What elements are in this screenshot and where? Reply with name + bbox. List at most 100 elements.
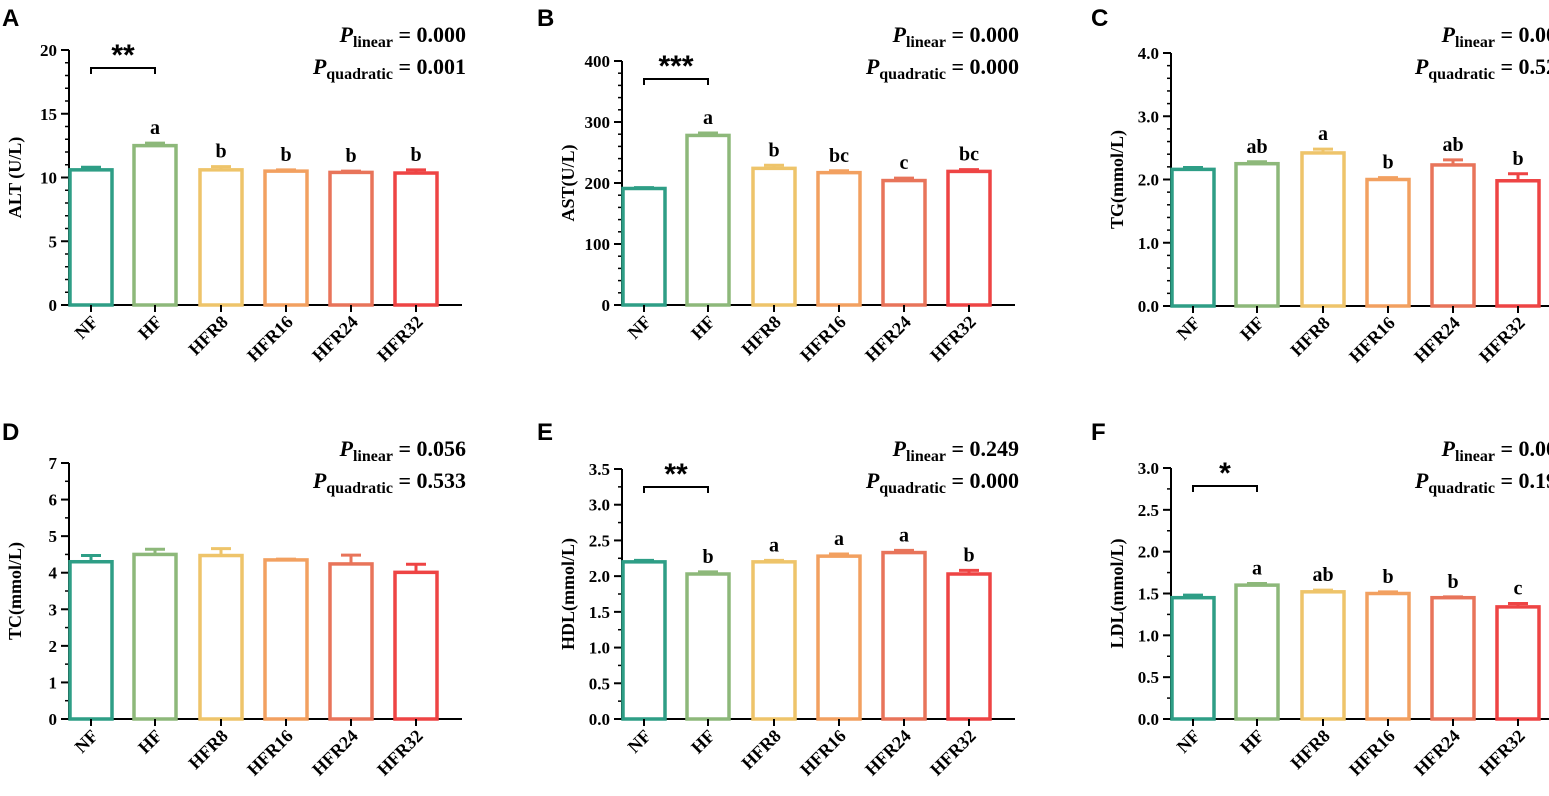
- y-tick-label: 400: [585, 52, 611, 71]
- x-tick-label: HFR16: [243, 726, 297, 780]
- x-tick-label: HFR32: [926, 312, 980, 366]
- p-equals: =: [393, 468, 417, 493]
- p-quadratic-annotation: Pquadratic = 0.192: [1414, 468, 1549, 497]
- y-tick-label: 100: [585, 235, 611, 254]
- y-tick-label: 0: [49, 710, 58, 729]
- group-letter: b: [963, 544, 974, 566]
- y-tick-label: 0.0: [1138, 297, 1159, 316]
- bar-nf: [1170, 167, 1216, 308]
- bar-hf: [132, 552, 178, 721]
- p-equals: =: [393, 22, 417, 47]
- p-subscript: linear: [1455, 34, 1495, 51]
- group-letter: bc: [829, 145, 849, 167]
- x-tick-label: HFR24: [861, 726, 915, 780]
- x-tick-label: HFR24: [308, 312, 362, 366]
- panel-a: A 0 5 10 15 20 ALT (U/L) NF HF a HFR8 b HFR16 b HFR24 b…: [2, 5, 466, 365]
- y-tick-label: 1.0: [1138, 626, 1159, 645]
- bar-nf: [621, 186, 667, 307]
- panel-label: A: [2, 5, 19, 32]
- y-tick-label: 0.0: [1138, 710, 1159, 729]
- y-tick-label: 3.0: [589, 496, 610, 515]
- group-letter: a: [150, 117, 160, 139]
- p-symbol: P: [1414, 54, 1429, 79]
- y-axis-label: TG(mmol/L): [1107, 130, 1128, 229]
- group-letter: b: [280, 144, 291, 166]
- p-equals: =: [946, 22, 970, 47]
- x-tick-label: HFR8: [737, 312, 784, 359]
- y-tick-label: 2.0: [1138, 171, 1159, 190]
- p-value: 0.000: [970, 22, 1020, 47]
- p-value: 0.249: [970, 436, 1020, 461]
- bar-hfr8: [751, 560, 797, 721]
- x-tick-label: HF: [134, 726, 166, 758]
- panel-label: D: [2, 419, 19, 446]
- bar-nf: [1170, 595, 1216, 721]
- y-tick-label: 300: [585, 113, 611, 132]
- x-tick-label: NF: [624, 312, 655, 343]
- y-tick-label: 200: [585, 174, 611, 193]
- p-linear-annotation: Plinear = 0.008: [1441, 22, 1549, 51]
- x-tick-label: HFR32: [1475, 726, 1529, 780]
- p-value: 0.008: [1519, 22, 1549, 47]
- bar-hf: [132, 143, 178, 307]
- y-tick-label: 5: [49, 527, 58, 546]
- p-equals: =: [946, 436, 970, 461]
- bar-hfr32: [393, 570, 439, 721]
- y-axis-label: HDL(mmol/L): [558, 538, 579, 650]
- p-quadratic-annotation: Pquadratic = 0.533: [312, 468, 466, 497]
- y-tick-label: 2.5: [1138, 501, 1159, 520]
- group-letter: bc: [959, 144, 979, 166]
- y-tick-label: 4.0: [1138, 44, 1159, 63]
- y-tick-label: 0.5: [1138, 668, 1159, 687]
- significance-stars: *: [1219, 457, 1231, 490]
- bar-hf: [1234, 583, 1280, 721]
- x-tick-label: NF: [1173, 313, 1204, 344]
- bar-nf: [68, 168, 114, 307]
- y-tick-label: 3: [49, 600, 58, 619]
- p-symbol: P: [312, 468, 327, 493]
- bar-hfr24: [328, 562, 374, 721]
- bar-hf: [1234, 161, 1280, 308]
- group-letter: a: [899, 524, 909, 546]
- x-tick-label: HFR24: [1410, 726, 1464, 780]
- x-tick-label: HFR8: [184, 726, 231, 773]
- p-value: 0.533: [417, 468, 467, 493]
- bar-hfr16: [263, 169, 309, 307]
- group-letter: ab: [1246, 136, 1267, 158]
- y-tick-label: 5: [49, 232, 58, 251]
- x-tick-label: NF: [71, 312, 102, 343]
- p-symbol: P: [312, 54, 327, 79]
- x-tick-label: HFR8: [1286, 726, 1333, 773]
- y-axis-label: LDL(mmol/L): [1107, 538, 1128, 648]
- bar-hfr24: [1430, 595, 1476, 721]
- y-tick-label: 6: [49, 491, 58, 510]
- bar-hfr16: [816, 170, 862, 307]
- bar-hfr8: [751, 166, 797, 307]
- p-value: 0.001: [417, 54, 467, 79]
- bar-hfr32: [946, 169, 992, 307]
- group-letter: b: [1512, 148, 1523, 170]
- group-letter: b: [1382, 152, 1393, 174]
- y-tick-label: 0: [602, 296, 611, 315]
- x-tick-label: HF: [687, 312, 719, 344]
- p-subscript: quadratic: [326, 66, 393, 83]
- p-value: 0.192: [1519, 468, 1549, 493]
- y-tick-label: 2.5: [589, 531, 610, 550]
- p-equals: =: [1495, 436, 1519, 461]
- p-linear-annotation: Plinear = 0.249: [892, 436, 1020, 465]
- x-tick-label: HFR16: [243, 312, 297, 366]
- group-letter: a: [769, 534, 779, 556]
- p-equals: =: [946, 468, 970, 493]
- y-tick-label: 0: [49, 296, 58, 315]
- bar-hfr32: [1495, 179, 1541, 308]
- x-tick-label: HFR16: [796, 726, 850, 780]
- group-letter: b: [345, 145, 356, 167]
- x-tick-label: HFR8: [184, 312, 231, 359]
- x-tick-label: NF: [71, 726, 102, 757]
- p-quadratic-annotation: Pquadratic = 0.000: [865, 54, 1019, 83]
- group-letter: c: [1514, 578, 1523, 600]
- y-tick-label: 7: [49, 454, 58, 473]
- p-value: 0.000: [1519, 436, 1549, 461]
- bar-hfr16: [1365, 177, 1411, 308]
- bar-hfr32: [946, 572, 992, 721]
